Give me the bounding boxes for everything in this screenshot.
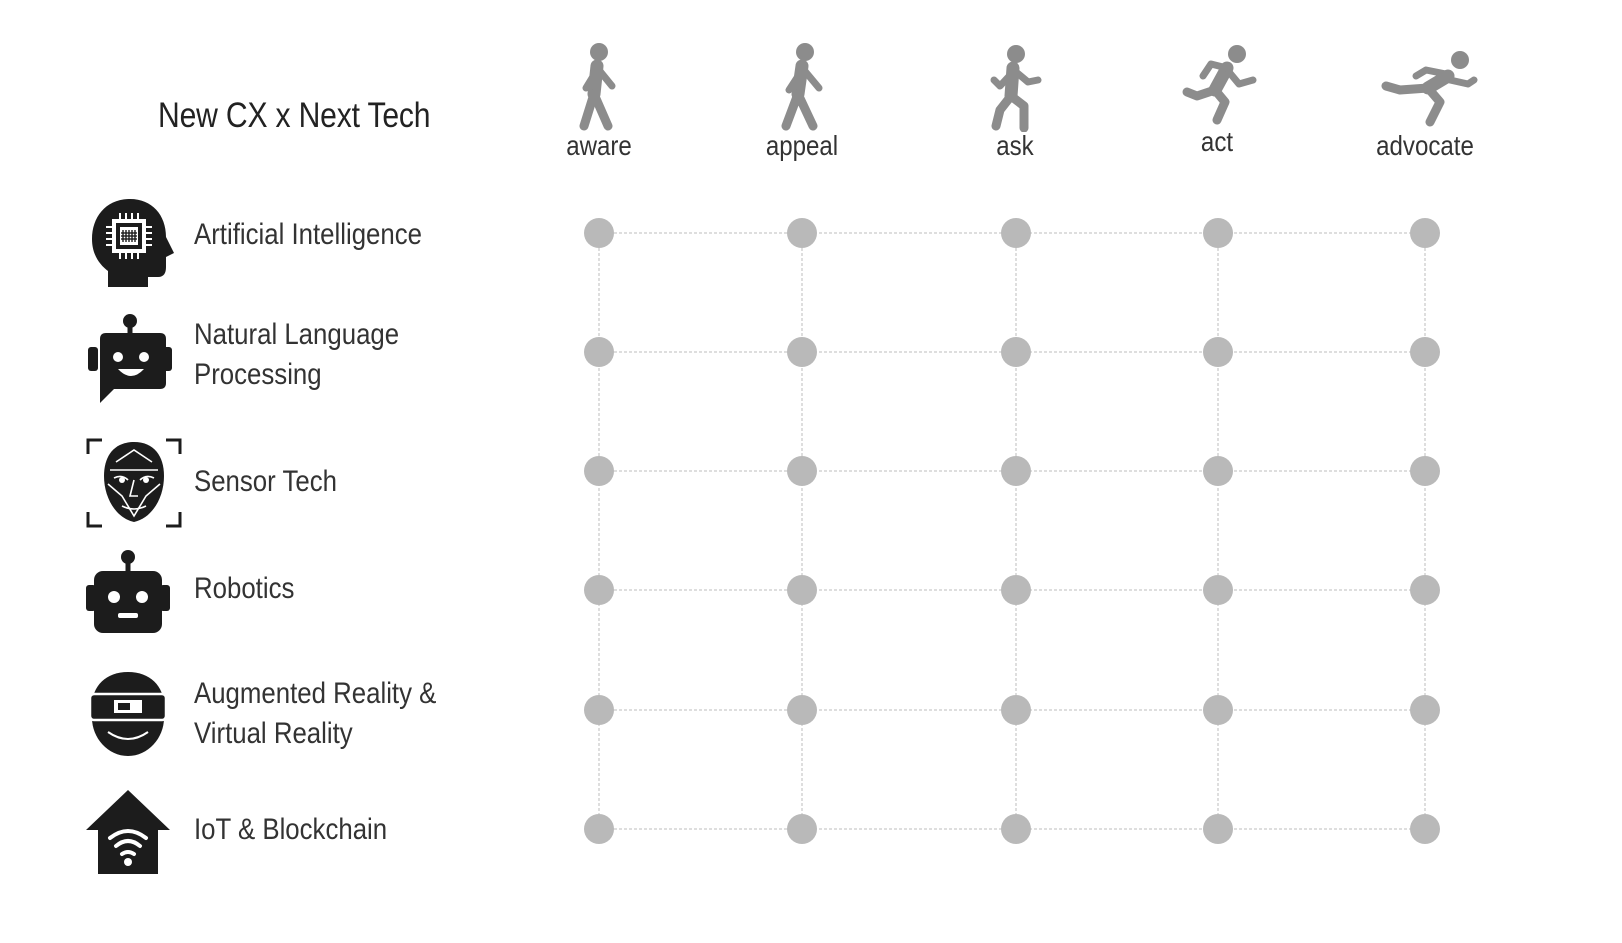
grid-dot (1410, 814, 1440, 844)
tech-label: Augmented Reality & (194, 677, 437, 710)
grid-dot (584, 218, 614, 248)
grid-dot (1001, 814, 1031, 844)
grid-dot (1203, 575, 1233, 605)
grid-dot (1001, 218, 1031, 248)
running-person-icon (1182, 45, 1257, 125)
tech-label: Natural Language (194, 318, 400, 351)
grid-dot (1203, 337, 1233, 367)
grid-dot (584, 575, 614, 605)
grid-dot (1410, 695, 1440, 725)
tech-label: Processing (194, 358, 322, 391)
grid-dot (584, 695, 614, 725)
stage-label: appeal (765, 130, 839, 161)
grid-dot (1001, 456, 1031, 486)
grid-dot (787, 695, 817, 725)
grid-dot (1410, 575, 1440, 605)
grid-dot (1203, 456, 1233, 486)
grid-dot (1001, 695, 1031, 725)
grid-dot (1203, 695, 1233, 725)
page-title: New CX x Next Tech (158, 96, 431, 135)
grid-dot (787, 814, 817, 844)
walking-fast-person-icon (990, 45, 1042, 132)
ai-head-chip-icon (92, 199, 174, 287)
grid-dot (787, 456, 817, 486)
tech-label: IoT & Blockchain (194, 813, 388, 846)
grid-dot (787, 218, 817, 248)
grid-dot (1410, 337, 1440, 367)
robot-head-icon (86, 550, 170, 633)
tech-label: Virtual Reality (194, 717, 353, 750)
stage-label: act (1200, 126, 1234, 157)
grid-dot (787, 337, 817, 367)
tech-label: Robotics (194, 572, 295, 605)
vr-headset-icon (88, 672, 168, 756)
grid-dot (1203, 814, 1233, 844)
grid-dot (584, 337, 614, 367)
walking-person-icon (781, 43, 823, 131)
chatbot-icon (88, 314, 172, 403)
stage-advocate: advocate (1345, 40, 1505, 162)
sprinting-person-icon (1381, 51, 1478, 127)
stage-label: advocate (1376, 130, 1474, 161)
stage-aware: aware (519, 40, 679, 162)
grid-dot (1203, 218, 1233, 248)
stage-label: aware (566, 130, 632, 161)
stage-appeal: appeal (722, 40, 882, 162)
face-scan-icon (86, 438, 182, 528)
grid-dot (584, 456, 614, 486)
walking-person-icon (579, 43, 616, 131)
grid-dot (584, 814, 614, 844)
tech-label: Sensor Tech (194, 465, 337, 498)
smart-home-wifi-icon (86, 790, 170, 874)
tech-label: Artificial Intelligence (194, 218, 423, 251)
stage-ask: ask (935, 40, 1095, 162)
grid-dot (1001, 575, 1031, 605)
stage-label: ask (996, 130, 1034, 161)
grid-dot (1001, 337, 1031, 367)
grid-dot (787, 575, 817, 605)
stage-act: act (1137, 40, 1297, 158)
grid-dot (1410, 456, 1440, 486)
grid-dot (1410, 218, 1440, 248)
